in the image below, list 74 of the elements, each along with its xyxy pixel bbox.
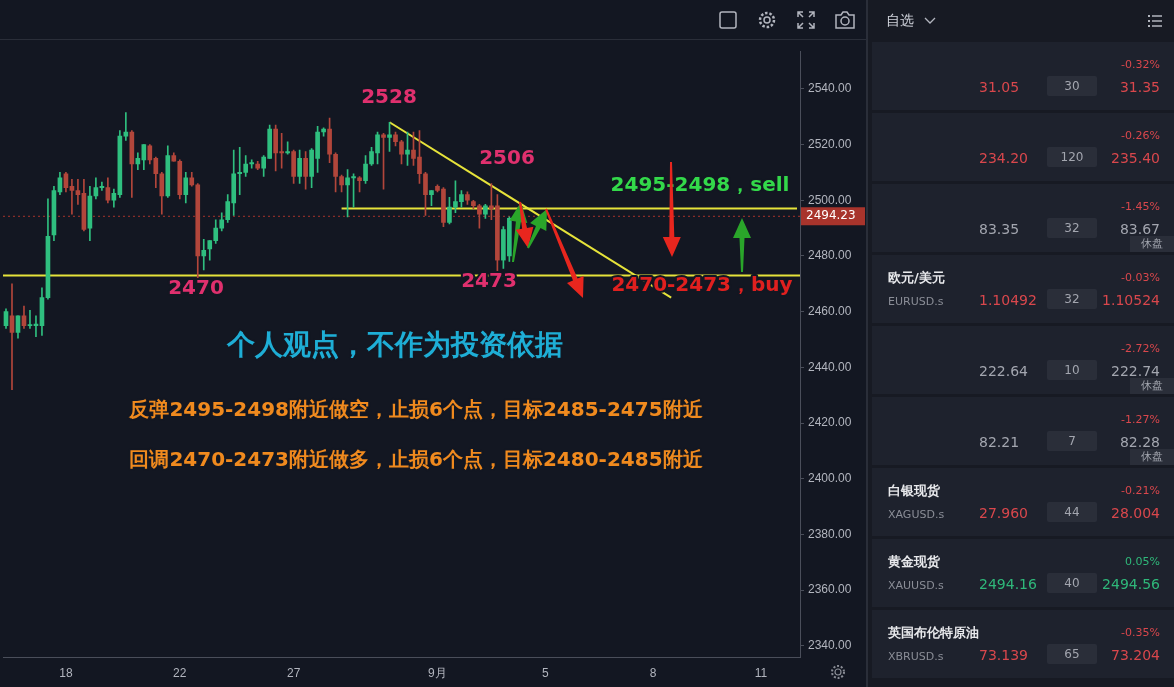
text: 235.40 xyxy=(1111,150,1160,166)
text: 1.10524 xyxy=(1102,292,1160,308)
text: -0.35% xyxy=(1121,626,1160,639)
text: 31.05 xyxy=(979,79,1020,95)
x-tick-label: 9月 xyxy=(428,665,447,680)
y-tick-label: 2460.00 xyxy=(808,303,852,318)
annotation: 反弹2495-2498附近做空，止损6个点，目标2485-2475附近 xyxy=(128,397,703,422)
y-tick-label: 2340.00 xyxy=(808,638,852,653)
text: -2.72% xyxy=(1121,342,1160,355)
text: 82.28 xyxy=(1119,434,1160,450)
x-tick-label: 8 xyxy=(649,665,657,680)
text: -0.03% xyxy=(1121,271,1160,284)
x-tick-label: 18 xyxy=(59,665,73,680)
text: 30 xyxy=(1047,76,1097,96)
annotation: 回调2470-2473附近做多，止损6个点，目标2480-2485附近 xyxy=(129,447,703,472)
x-tick-label: 27 xyxy=(286,665,301,680)
text: -0.32% xyxy=(1121,58,1160,71)
text: 1.10492 xyxy=(979,292,1037,308)
text: 休盘 xyxy=(1130,449,1174,465)
text: 2494.16 xyxy=(979,576,1037,592)
x-tick-label: 11 xyxy=(754,665,768,680)
y-tick-label: 2420.00 xyxy=(808,415,852,430)
text: 234.20 xyxy=(979,150,1028,166)
text: EURUSD.s xyxy=(888,295,944,308)
y-tick-label: 2500.00 xyxy=(808,192,852,207)
text: 0.05% xyxy=(1125,555,1160,568)
annotation: 2528 xyxy=(361,84,417,109)
annotation: 2473 xyxy=(461,268,517,293)
text: 27.960 xyxy=(979,505,1028,521)
annotation: 2470 xyxy=(168,275,224,300)
annotation: 个人观点，不作为投资依据 xyxy=(226,328,563,362)
text: 32 xyxy=(1047,289,1097,309)
text: 82.21 xyxy=(979,434,1020,450)
text: 83.35 xyxy=(979,221,1020,237)
text: 10 xyxy=(1047,360,1097,380)
text: 32 xyxy=(1047,218,1097,238)
y-tick-label: 2440.00 xyxy=(808,359,852,374)
text: 休盘 xyxy=(1130,236,1174,252)
text: 222.64 xyxy=(979,363,1028,379)
text: 28.004 xyxy=(1111,505,1160,521)
text: 73.204 xyxy=(1111,647,1160,663)
text: 222.74 xyxy=(1111,363,1160,379)
text: XAGUSD.s xyxy=(888,508,945,521)
text: 休盘 xyxy=(1130,378,1174,394)
text: 120 xyxy=(1047,147,1097,167)
category-label: 欧元/美元 xyxy=(888,269,945,287)
category-label: 白银现货 xyxy=(888,482,940,500)
text: 自选 xyxy=(886,12,914,30)
annotation: 2506 xyxy=(479,145,535,170)
text: 73.139 xyxy=(979,647,1028,663)
category-label: 英国布伦特原油 xyxy=(888,624,979,642)
y-tick-label: 2480.00 xyxy=(808,248,852,263)
text: 7 xyxy=(1047,431,1097,451)
text: 31.35 xyxy=(1119,79,1160,95)
text: 44 xyxy=(1047,502,1097,522)
y-tick-label: 2360.00 xyxy=(808,582,852,597)
y-tick-label: 2540.00 xyxy=(808,81,852,96)
text: -0.21% xyxy=(1121,484,1160,497)
text: -0.26% xyxy=(1121,129,1160,142)
text: 2494.56 xyxy=(1102,576,1160,592)
category-label: 黄金现货 xyxy=(888,553,940,571)
text: 65 xyxy=(1047,644,1097,664)
text: XBRUSD.s xyxy=(888,650,944,663)
text: -1.45% xyxy=(1121,200,1160,213)
text: 40 xyxy=(1047,573,1097,593)
y-tick-label: 2400.00 xyxy=(808,471,852,486)
x-tick-label: 5 xyxy=(541,665,549,680)
y-tick-label: 2380.00 xyxy=(808,526,852,541)
text: 83.67 xyxy=(1119,221,1160,237)
text: -1.27% xyxy=(1121,413,1160,426)
x-tick-label: 22 xyxy=(173,665,187,680)
y-tick-label: 2520.00 xyxy=(808,136,852,151)
text: XAUUSD.s xyxy=(888,579,944,592)
ref-line-label: 2494.23 xyxy=(806,208,856,223)
